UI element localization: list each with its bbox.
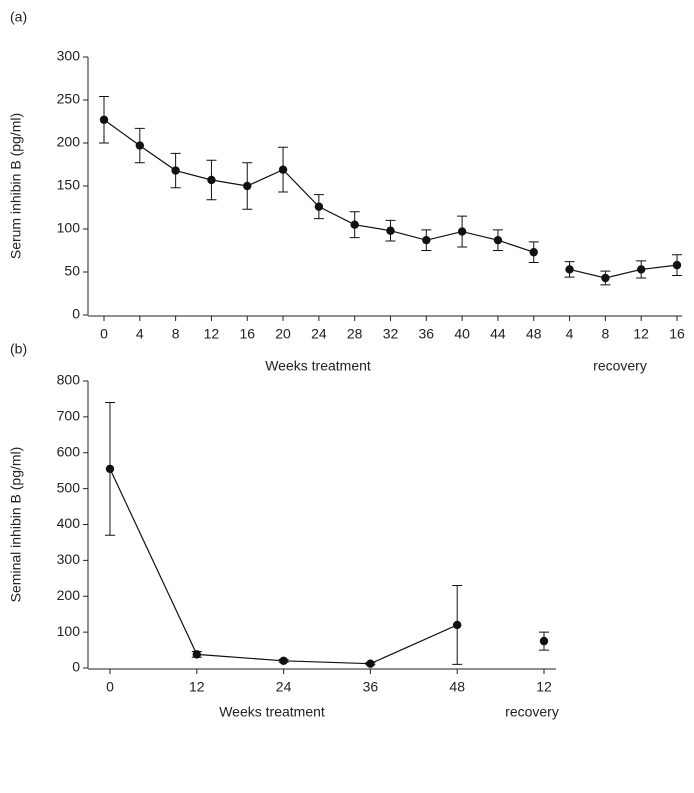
x-tick-label: 24 <box>276 679 292 695</box>
x-tick-label: 32 <box>383 326 399 342</box>
data-point <box>636 265 646 274</box>
x-tick-label: 16 <box>239 326 255 342</box>
x-axis-label: recovery <box>593 358 647 374</box>
data-point <box>422 235 431 245</box>
y-tick-label: 700 <box>57 408 81 424</box>
x-tick-label: 4 <box>566 326 574 342</box>
x-tick-label: 4 <box>136 326 144 342</box>
data-point <box>192 650 201 659</box>
y-tick-label: 250 <box>57 91 81 107</box>
data-point <box>565 265 574 274</box>
x-tick-label: 8 <box>601 326 609 342</box>
y-tick-label: 500 <box>57 479 81 495</box>
x-tick-label: 20 <box>275 326 291 342</box>
data-point <box>601 273 610 283</box>
x-tick-label: 12 <box>189 679 205 695</box>
y-tick-label: 50 <box>64 263 80 279</box>
series-line <box>109 468 458 665</box>
x-tick-label: 24 <box>311 326 327 342</box>
x-tick-label: 40 <box>454 326 470 342</box>
data-point <box>243 181 252 191</box>
data-point <box>539 636 549 646</box>
y-tick-label: 0 <box>72 306 80 322</box>
x-axis-label: Weeks treatment <box>219 704 325 720</box>
y-tick-label: 400 <box>57 515 81 531</box>
data-point <box>207 175 216 185</box>
x-axis-label: Weeks treatment <box>265 358 371 374</box>
x-tick-label: 16 <box>669 326 685 342</box>
data-point <box>453 620 462 630</box>
x-tick-label: 36 <box>363 679 379 695</box>
x-tick-label: 12 <box>536 679 552 695</box>
data-point <box>672 260 682 270</box>
y-tick-label: 100 <box>57 623 81 639</box>
data-point <box>278 165 288 174</box>
x-tick-label: 36 <box>419 326 435 342</box>
y-tick-label: 200 <box>57 134 81 150</box>
series-line <box>569 264 678 279</box>
data-point <box>135 141 145 150</box>
x-axis-label: recovery <box>505 704 559 720</box>
panel-label: (b) <box>10 341 27 357</box>
x-tick-label: 12 <box>204 326 220 342</box>
x-tick-label: 12 <box>633 326 649 342</box>
y-tick-label: 0 <box>72 659 80 675</box>
x-tick-label: 8 <box>172 326 180 342</box>
x-tick-label: 28 <box>347 326 363 342</box>
data-point <box>279 656 288 666</box>
series-line <box>103 119 534 253</box>
data-point <box>314 202 324 211</box>
data-point <box>366 659 375 668</box>
data-point <box>99 115 109 124</box>
data-point <box>529 248 538 257</box>
data-point <box>105 464 115 474</box>
data-point <box>386 226 395 235</box>
x-tick-label: 0 <box>106 679 114 695</box>
y-tick-label: 800 <box>57 372 81 388</box>
data-point <box>350 220 359 229</box>
y-tick-label: 300 <box>57 551 81 567</box>
y-tick-label: 100 <box>57 220 81 236</box>
y-tick-label: 300 <box>57 48 81 64</box>
data-point <box>493 235 503 245</box>
y-tick-label: 600 <box>57 443 81 459</box>
y-axis-label: Seminal inhibin B (pg/ml) <box>8 447 24 603</box>
panel-label: (a) <box>10 9 27 25</box>
x-tick-label: 48 <box>449 679 465 695</box>
y-tick-label: 200 <box>57 587 81 603</box>
data-point <box>457 227 467 236</box>
y-tick-label: 150 <box>57 177 81 193</box>
data-point <box>171 166 180 175</box>
x-tick-label: 44 <box>490 326 506 342</box>
x-tick-label: 48 <box>526 326 542 342</box>
y-axis-label: Serum inhibin B (pg/ml) <box>8 113 24 259</box>
x-tick-label: 0 <box>100 326 108 342</box>
